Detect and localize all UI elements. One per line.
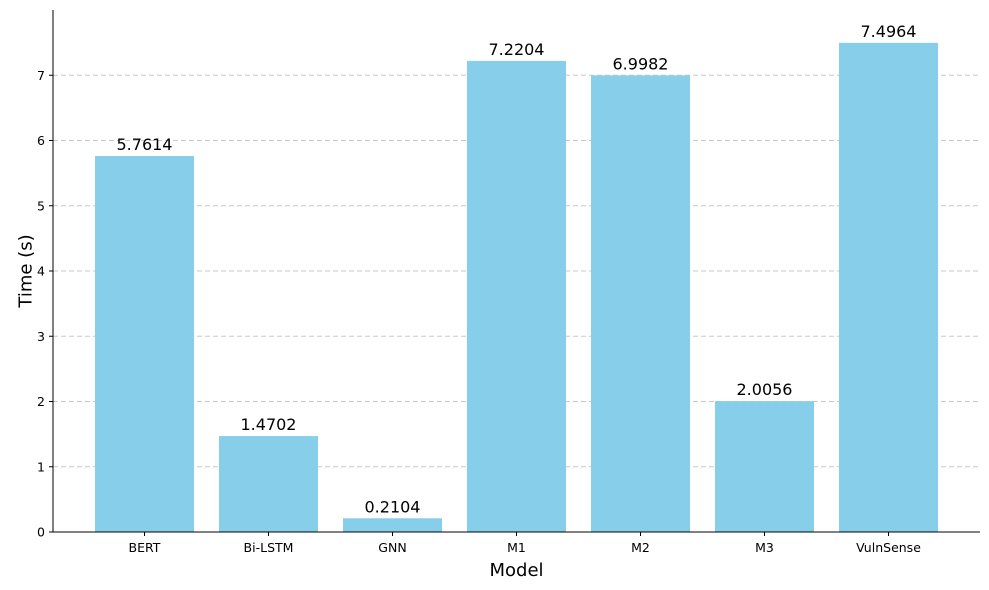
y-tick-label: 3 bbox=[37, 329, 45, 344]
y-tick-label: 5 bbox=[37, 198, 45, 213]
x-tick-label: M2 bbox=[631, 540, 650, 555]
axes: 0 1 2 3 4 5 6 7 BERT Bi-LSTM GNN M1 M2 M3 VulnSense bbox=[37, 10, 980, 555]
x-tick-label: VulnSense bbox=[856, 540, 921, 555]
y-tick-label: 2 bbox=[37, 394, 45, 409]
x-tick-label: M3 bbox=[755, 540, 774, 555]
x-tick-label: Bi-LSTM bbox=[244, 540, 294, 555]
data-label: 7.2204 bbox=[489, 40, 545, 59]
y-tick-label: 7 bbox=[37, 68, 45, 83]
bars bbox=[95, 42, 938, 533]
data-label: 0.2104 bbox=[365, 497, 421, 516]
grid-lines bbox=[53, 74, 980, 468]
data-label: 1.4702 bbox=[241, 415, 297, 434]
data-label: 2.0056 bbox=[737, 380, 793, 399]
y-tick-label: 0 bbox=[37, 525, 45, 540]
x-tick-label: GNN bbox=[378, 540, 406, 555]
bar-vulnsense bbox=[839, 42, 938, 533]
x-tick-label: BERT bbox=[129, 540, 161, 555]
x-tick-label: M1 bbox=[507, 540, 526, 555]
bar-m3 bbox=[715, 401, 814, 532]
data-label: 7.4964 bbox=[861, 22, 917, 41]
data-labels: 5.7614 1.4702 0.2104 7.2204 6.9982 2.0056 7.49… bbox=[117, 22, 917, 516]
data-label: 5.7614 bbox=[117, 135, 173, 154]
bar-bert bbox=[95, 156, 194, 532]
bar-m2 bbox=[591, 75, 690, 533]
bar-bi-lstm bbox=[219, 436, 318, 532]
x-axis-title: Model bbox=[489, 560, 543, 581]
bar-m1 bbox=[467, 60, 566, 533]
y-axis-title: Time (s) bbox=[15, 234, 36, 308]
y-tick-label: 4 bbox=[37, 264, 45, 279]
data-label: 6.9982 bbox=[613, 54, 669, 73]
y-tick-label: 1 bbox=[37, 459, 45, 474]
bar-gnn bbox=[343, 518, 442, 532]
y-tick-label: 6 bbox=[37, 133, 45, 148]
